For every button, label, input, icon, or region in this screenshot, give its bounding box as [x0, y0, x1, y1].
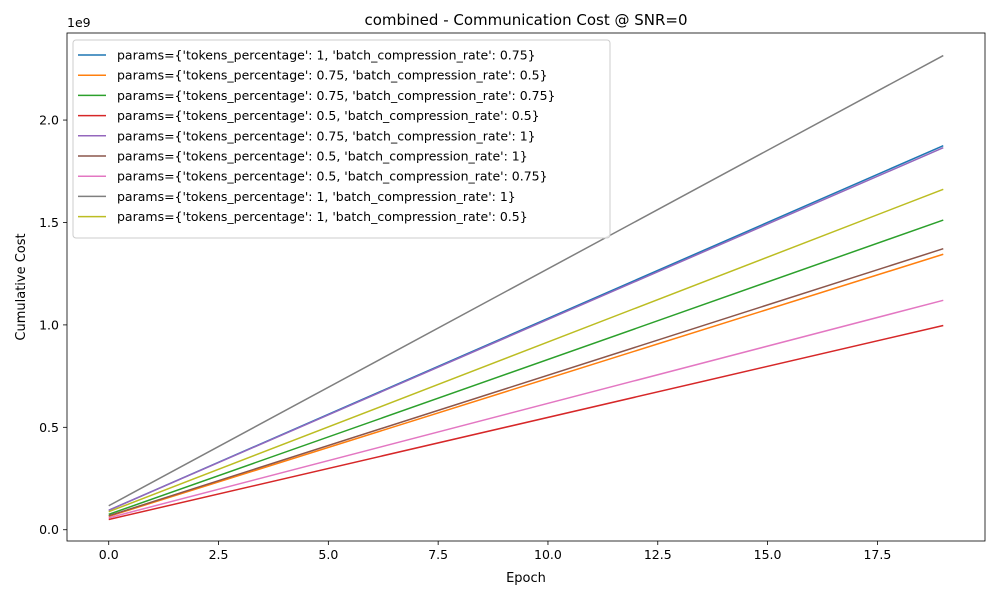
legend-label-7: params={'tokens_percentage': 0.5, 'batch…: [117, 169, 548, 184]
x-tick-label: 15.0: [754, 547, 782, 562]
x-tick-label: 10.0: [534, 547, 562, 562]
x-axis-ticks: 0.0 2.5 5.0 7.5 10.0 12.5 15.0 17.5: [99, 541, 891, 562]
chart-title: combined - Communication Cost @ SNR=0: [364, 11, 687, 29]
legend-entries: params={'tokens_percentage': 1, 'batch_c…: [78, 48, 556, 224]
legend-box: [72, 39, 611, 239]
legend-label-6: params={'tokens_percentage': 0.5, 'batch…: [117, 149, 528, 164]
series-line-7: [108, 299, 944, 519]
series-line-3: [108, 219, 944, 516]
y-tick-label: 0.0: [39, 522, 59, 537]
legend: params={'tokens_percentage': 1, 'batch_c…: [72, 39, 611, 239]
y-tick-label: 0.5: [39, 420, 59, 435]
x-tick-label: 0.0: [99, 547, 119, 562]
legend-label-5: params={'tokens_percentage': 0.75, 'batc…: [117, 128, 536, 143]
y-axis-offset-label: 1e9: [67, 15, 91, 30]
legend-label-9: params={'tokens_percentage': 1, 'batch_c…: [117, 209, 528, 224]
y-axis-ticks: 0.0 0.5 1.0 1.5 2.0: [39, 113, 67, 537]
series-line-2: [108, 253, 944, 518]
x-tick-label: 2.5: [209, 547, 229, 562]
y-tick-label: 1.5: [39, 215, 59, 230]
x-axis-label: Epoch: [506, 571, 546, 586]
legend-label-1: params={'tokens_percentage': 1, 'batch_c…: [117, 48, 536, 63]
x-tick-label: 5.0: [318, 547, 338, 562]
plot-frame: [66, 32, 986, 542]
series-line-5: [108, 147, 944, 511]
x-tick-label: 7.5: [428, 547, 448, 562]
series-line-4: [108, 324, 944, 521]
legend-label-3: params={'tokens_percentage': 0.75, 'batc…: [117, 88, 556, 103]
y-axis-label: Cumulative Cost: [14, 233, 29, 340]
legend-label-4: params={'tokens_percentage': 0.5, 'batch…: [117, 108, 540, 123]
series-line-6: [108, 247, 944, 517]
legend-label-2: params={'tokens_percentage': 0.75, 'batc…: [117, 68, 548, 83]
y-tick-label: 2.0: [39, 113, 59, 128]
series-layer: [108, 54, 944, 521]
x-tick-label: 12.5: [644, 547, 672, 562]
legend-label-8: params={'tokens_percentage': 1, 'batch_c…: [117, 189, 516, 204]
series-line-9: [108, 188, 944, 513]
series-line-8: [108, 54, 944, 507]
y-tick-label: 1.0: [39, 317, 59, 332]
x-tick-label: 17.5: [863, 547, 891, 562]
